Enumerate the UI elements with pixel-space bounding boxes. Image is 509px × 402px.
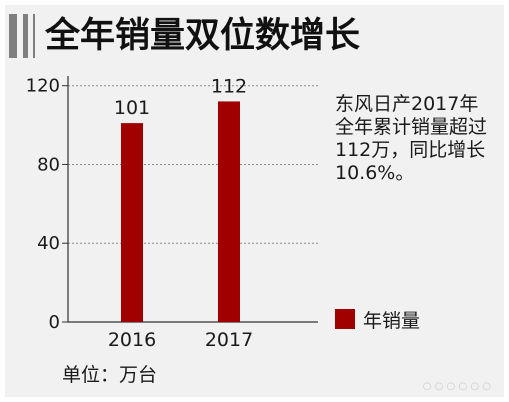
chart-title: 全年销量双位数增长 (45, 16, 361, 56)
annotation-line-3: 112万，同比增长 (335, 139, 486, 161)
unit-label: 单位：万台 (62, 364, 158, 386)
annotation-line-1: 东风日产2017年 (335, 93, 479, 115)
y-tick-label: 80 (37, 154, 60, 175)
x-tick-label: 2017 (205, 329, 253, 351)
y-tick-label: 0 (49, 312, 60, 333)
chart-panel (5, 5, 504, 397)
x-tick-label: 2016 (108, 329, 156, 351)
legend-label: 年销量 (363, 309, 421, 332)
bar-2016 (121, 123, 143, 322)
watermark-logo: ○ ○ ○ ○ ○ ○ (422, 381, 491, 392)
accent-bar-1 (9, 14, 17, 58)
y-tick-label: 120 (26, 76, 60, 97)
legend-swatch (335, 309, 355, 329)
annotation-line-2: 全年累计销量超过 (335, 116, 488, 138)
data-label: 101 (114, 97, 150, 119)
accent-bar-3 (33, 14, 35, 58)
header: 全年销量双位数增长 (5, 5, 504, 67)
legend: 年销量 (335, 306, 420, 332)
accent-bar-2 (23, 14, 28, 58)
annotation-line-4: 10.6%。 (335, 162, 415, 184)
data-label: 112 (211, 75, 247, 97)
bar-2017 (218, 101, 240, 322)
y-tick-label: 40 (37, 233, 60, 254)
annotation-text: 东风日产2017年 全年累计销量超过 112万，同比增长 10.6%。 (335, 93, 500, 185)
